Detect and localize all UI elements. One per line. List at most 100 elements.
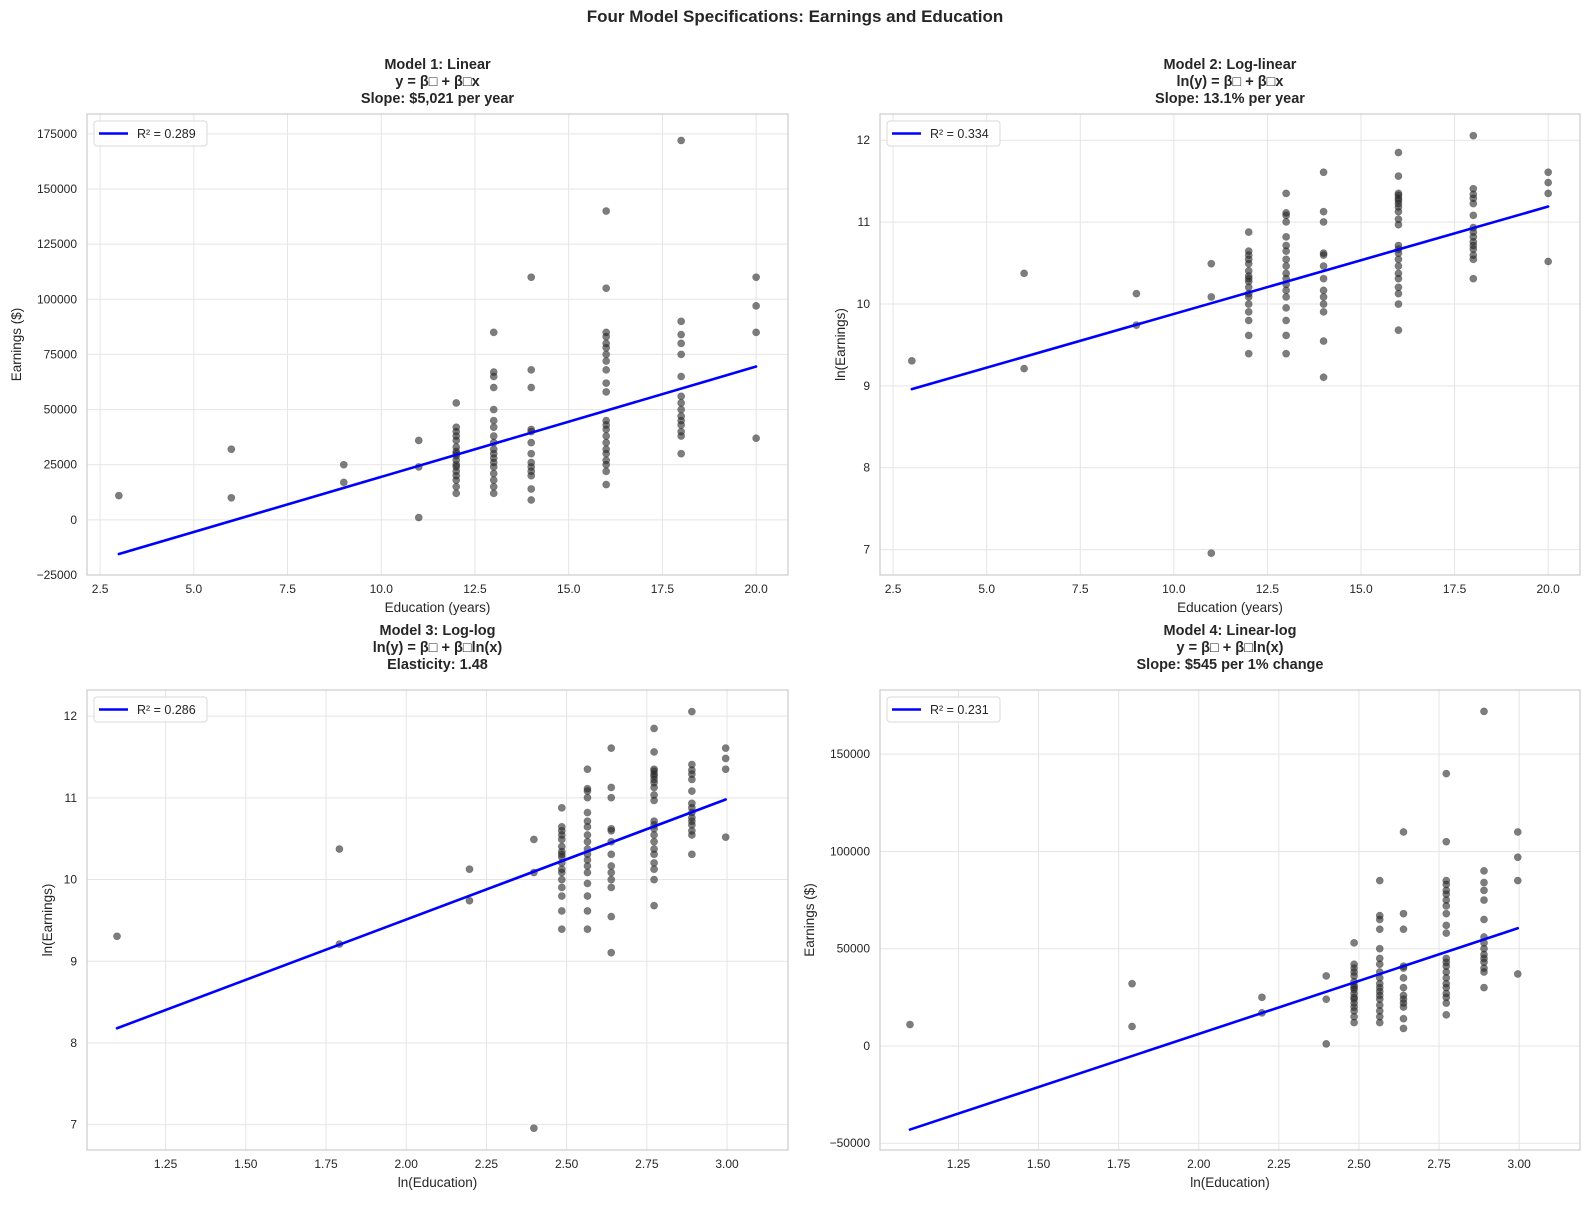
model1-legend: R² = 0.289 bbox=[93, 120, 208, 147]
model3-plot-area bbox=[87, 690, 788, 1150]
data-point bbox=[527, 485, 536, 493]
data-point bbox=[1442, 1010, 1451, 1019]
data-point bbox=[650, 831, 658, 839]
data-point bbox=[1282, 303, 1291, 312]
data-point bbox=[1319, 262, 1328, 270]
data-point bbox=[1399, 1003, 1408, 1011]
data-point bbox=[1319, 337, 1328, 345]
data-point bbox=[677, 372, 686, 381]
model4-ytick-label: 50000 bbox=[837, 942, 871, 956]
data-point bbox=[1128, 979, 1136, 988]
data-point bbox=[489, 463, 498, 471]
data-point bbox=[527, 438, 536, 447]
model4-title-line3: Slope: $545 per 1% change bbox=[1136, 657, 1324, 673]
model3-title-line2: ln(y) = β□ + β□ln(x) bbox=[372, 640, 503, 656]
model2-ytick-label: 12 bbox=[857, 133, 871, 147]
data-point bbox=[677, 350, 686, 359]
data-point bbox=[557, 835, 566, 844]
model2-ytick-label: 7 bbox=[863, 543, 870, 557]
data-point bbox=[452, 476, 461, 485]
data-point bbox=[650, 850, 658, 859]
model1-legend-box bbox=[93, 120, 208, 147]
data-point bbox=[607, 793, 616, 802]
data-point bbox=[1282, 211, 1291, 220]
data-point bbox=[687, 787, 696, 796]
data-point bbox=[489, 482, 498, 491]
data-point bbox=[1282, 293, 1291, 301]
model4-xtick-label: 3.00 bbox=[1507, 1157, 1531, 1171]
data-point bbox=[1442, 901, 1451, 910]
data-point bbox=[452, 436, 461, 445]
model3-ylabel: ln(Earnings) bbox=[40, 884, 55, 957]
model4-title: Model 4: Linear-log y = β□ + β□ln(x) Slo… bbox=[880, 623, 1580, 674]
data-point bbox=[1399, 1024, 1408, 1033]
model3-fit-line bbox=[115, 798, 727, 1030]
data-point bbox=[1513, 970, 1522, 978]
model1-plot-area bbox=[87, 114, 788, 575]
model2-xtick-label: 2.5 bbox=[885, 582, 902, 596]
data-point bbox=[489, 423, 498, 432]
data-point bbox=[452, 489, 461, 498]
data-point bbox=[1020, 269, 1029, 278]
data-point bbox=[1544, 257, 1553, 266]
data-point bbox=[1128, 1022, 1136, 1031]
data-point bbox=[529, 835, 538, 844]
data-point bbox=[583, 907, 592, 915]
model4-axes: 1.25 1.50 1.75 2.00 2.25 2.50 2.75 3.00 −50000 0 5… bbox=[802, 689, 1581, 1190]
data-point bbox=[583, 879, 592, 888]
data-point bbox=[1442, 921, 1451, 930]
model1-ytick-label: 175000 bbox=[37, 127, 77, 141]
data-point bbox=[1375, 1018, 1384, 1027]
data-point bbox=[557, 868, 566, 877]
data-point bbox=[1282, 247, 1291, 256]
data-point bbox=[1513, 876, 1522, 885]
model1-ytick-label: 125000 bbox=[37, 237, 77, 251]
data-point bbox=[489, 405, 498, 414]
data-point bbox=[650, 865, 658, 874]
model3-xtick-label: 2.00 bbox=[395, 1157, 419, 1171]
data-point bbox=[687, 831, 696, 839]
data-point bbox=[1399, 925, 1408, 934]
data-point bbox=[489, 469, 498, 478]
data-point bbox=[1319, 218, 1328, 226]
data-point bbox=[1480, 886, 1488, 895]
data-point bbox=[721, 754, 730, 763]
data-point bbox=[489, 416, 498, 425]
data-point bbox=[650, 796, 658, 805]
data-point bbox=[1394, 207, 1403, 216]
data-point bbox=[1442, 769, 1451, 778]
data-point bbox=[1442, 929, 1451, 938]
data-point bbox=[1394, 326, 1403, 335]
model4-ytick-label: 100000 bbox=[830, 844, 870, 858]
data-point bbox=[752, 301, 761, 310]
data-point bbox=[687, 775, 696, 784]
model4-xtick-label: 1.25 bbox=[947, 1157, 971, 1171]
data-point bbox=[650, 837, 658, 846]
data-point bbox=[1020, 364, 1029, 373]
data-point bbox=[607, 912, 616, 921]
data-point bbox=[557, 925, 566, 934]
data-point bbox=[1350, 938, 1359, 947]
model2-ytick-label: 8 bbox=[863, 461, 870, 475]
model2-xtick-label: 17.5 bbox=[1443, 582, 1467, 596]
data-point bbox=[907, 356, 916, 365]
data-point bbox=[1442, 837, 1451, 846]
data-point bbox=[1207, 293, 1216, 301]
model1-fit-line bbox=[117, 365, 758, 556]
data-point bbox=[607, 948, 616, 957]
data-point bbox=[583, 868, 592, 877]
data-point bbox=[1375, 915, 1384, 924]
data-point bbox=[465, 865, 474, 874]
model3-ytick-label: 8 bbox=[70, 1036, 77, 1050]
model4-ytick-label: −50000 bbox=[830, 1136, 871, 1150]
data-point bbox=[1469, 274, 1478, 283]
data-point bbox=[527, 365, 536, 374]
model4-ytick-label: 150000 bbox=[830, 747, 870, 761]
data-point bbox=[1399, 973, 1408, 982]
data-point bbox=[1480, 866, 1488, 875]
data-point bbox=[607, 875, 616, 884]
model3-xtick-label: 3.00 bbox=[715, 1157, 739, 1171]
data-point bbox=[1319, 293, 1328, 301]
data-point bbox=[1319, 373, 1328, 382]
